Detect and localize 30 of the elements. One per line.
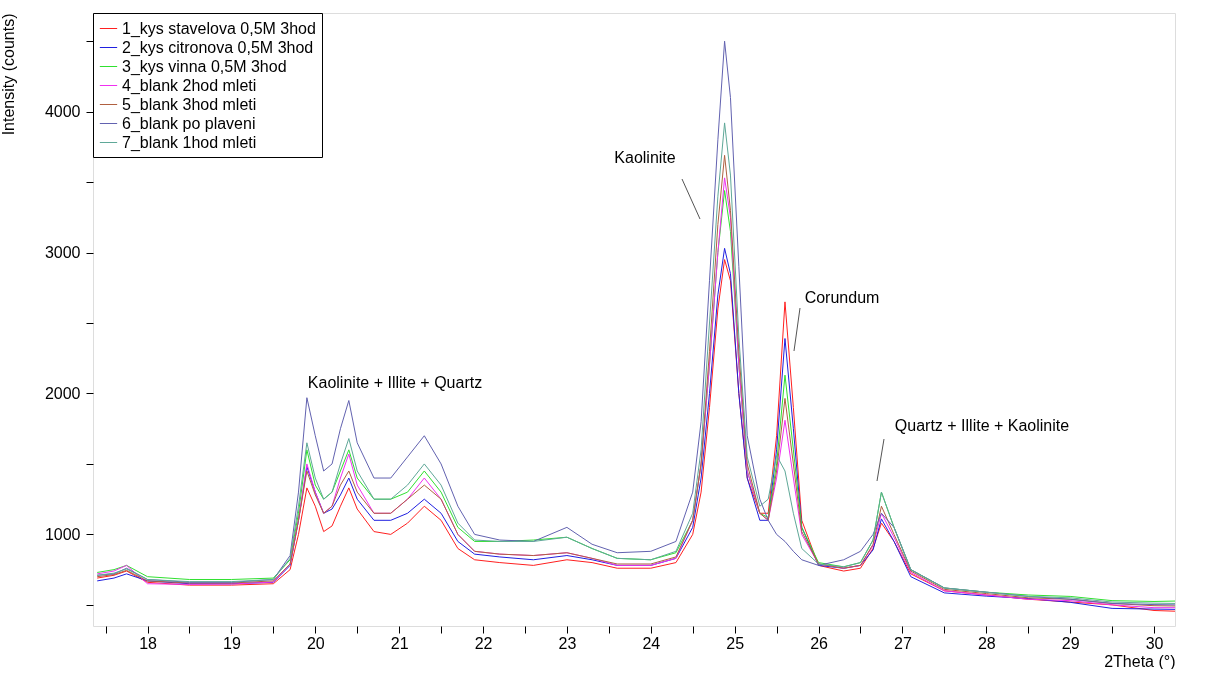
legend-label: 4_blank 2hod mleti bbox=[122, 76, 257, 95]
annotation: Corundum bbox=[804, 289, 880, 306]
annotation: Quartz + Illite + Kaolinite bbox=[894, 417, 1070, 434]
x-tick-label: 20 bbox=[306, 634, 325, 652]
annotation: Kaolinite bbox=[614, 149, 676, 166]
legend-label: 7_blank 1hod mleti bbox=[122, 133, 257, 152]
x-tick-label: 23 bbox=[558, 634, 577, 652]
legend-label: 2_kys citronova 0,5M 3hod bbox=[122, 38, 314, 57]
x-tick-label: 30 bbox=[1145, 634, 1164, 652]
y-tick-label: 1000 bbox=[44, 525, 81, 543]
x-tick-label: 22 bbox=[474, 634, 493, 652]
x-tick-label: 19 bbox=[223, 634, 241, 652]
x-tick-label: 18 bbox=[139, 634, 158, 652]
x-tick-label: 28 bbox=[977, 634, 996, 652]
legend-label: 3_kys vinna 0,5M 3hod bbox=[122, 57, 287, 76]
legend-label: 5_blank 3hod mleti bbox=[122, 95, 257, 114]
x-tick-label: 24 bbox=[642, 634, 661, 652]
y-tick-label: 4000 bbox=[44, 103, 81, 121]
annotation: Kaolinite + Illite + Quartz bbox=[307, 374, 483, 391]
y-tick-label: 3000 bbox=[44, 244, 81, 262]
x-axis-title: 2Theta (°) bbox=[1104, 652, 1176, 670]
legend-label: 6_blank po plaveni bbox=[122, 114, 256, 133]
x-tick-label: 21 bbox=[390, 634, 409, 652]
x-tick-label: 29 bbox=[1061, 634, 1080, 652]
x-tick-label: 25 bbox=[726, 634, 745, 652]
y-axis-title: Intensity (counts) bbox=[0, 13, 17, 136]
y-tick-label: 2000 bbox=[44, 384, 81, 402]
x-tick-label: 26 bbox=[810, 634, 829, 652]
x-tick-label: 27 bbox=[894, 634, 912, 652]
legend-label: 1_kys stavelova 0,5M 3hod bbox=[122, 19, 316, 38]
